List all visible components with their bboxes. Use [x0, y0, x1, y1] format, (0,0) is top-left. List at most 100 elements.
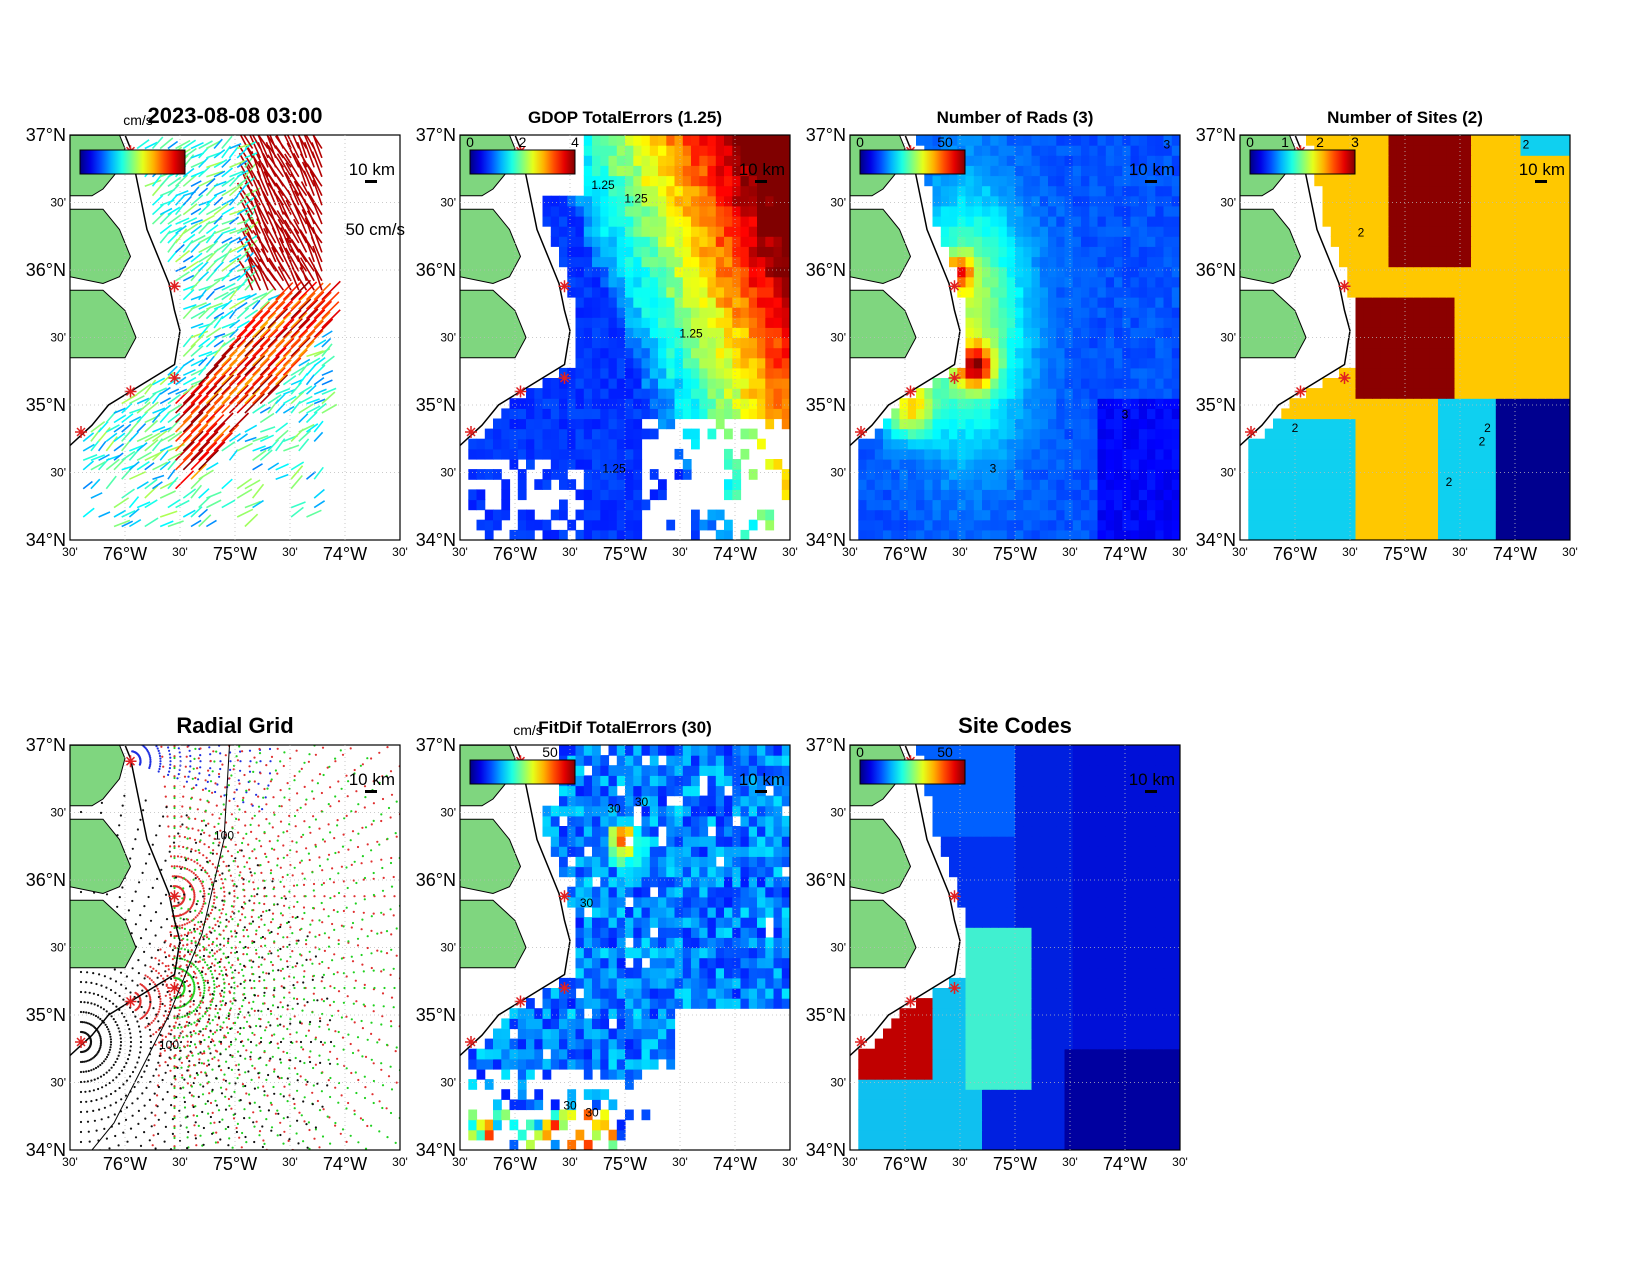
heat-cell [998, 398, 1008, 409]
heat-cell [1438, 428, 1447, 440]
heat-cell [1553, 398, 1563, 409]
current-vector [136, 433, 153, 443]
current-vector [228, 183, 244, 197]
heat-cell [1429, 175, 1439, 187]
heat-cell [616, 438, 626, 450]
grid-point [149, 756, 152, 759]
heat-cell [1155, 529, 1165, 540]
current-vector [236, 433, 248, 443]
heat-cell [1147, 216, 1156, 227]
heat-cell [1114, 428, 1123, 440]
heat-cell [1438, 266, 1447, 278]
current-vector [306, 509, 322, 518]
heat-cell [625, 337, 634, 349]
contour-label: 2 [1446, 475, 1453, 489]
heat-cell [1388, 479, 1398, 490]
heat-cell [1413, 327, 1423, 339]
heat-cell [1545, 297, 1555, 308]
current-vector [321, 403, 338, 414]
heat-cell [1355, 317, 1365, 328]
heat-cell [1289, 529, 1299, 540]
grid-point [169, 691, 171, 693]
heat-cell [484, 448, 494, 460]
heat-cell [1561, 408, 1570, 420]
heat-cell [1122, 205, 1132, 217]
current-vector [275, 402, 286, 414]
current-vector [244, 436, 257, 443]
heat-cell [608, 226, 618, 237]
grid-point [172, 718, 174, 720]
grid-point [166, 625, 168, 627]
heat-cell [1363, 337, 1373, 349]
heat-cell [468, 499, 478, 511]
heat-cell [1048, 175, 1057, 187]
heat-cell [493, 428, 502, 440]
heat-cell [1479, 398, 1489, 409]
current-vector [182, 343, 196, 357]
heat-cell [583, 276, 593, 288]
heat-cell [608, 347, 618, 359]
heat-cell [1429, 378, 1439, 389]
heat-cell [1072, 398, 1082, 409]
heat-cell [1039, 459, 1049, 470]
current-vector [221, 349, 238, 367]
current-vector [267, 462, 280, 471]
grid-point [199, 754, 202, 757]
heat-cell [641, 398, 651, 409]
heat-cell [1545, 185, 1555, 197]
heat-cell [658, 367, 667, 379]
current-vector [236, 270, 249, 282]
current-vector [198, 140, 213, 150]
heat-cell [1097, 438, 1107, 450]
heat-cell [957, 276, 967, 288]
heat-cell [1081, 337, 1090, 349]
heat-cell [1421, 459, 1431, 470]
heat-cell [957, 205, 967, 217]
heat-cell [1330, 408, 1340, 420]
heat-cell [1405, 378, 1414, 389]
heat-cell [932, 398, 942, 409]
heat-cell [715, 216, 725, 227]
heat-cell [707, 226, 717, 237]
heat-cell [559, 529, 568, 540]
heat-cell [575, 337, 585, 349]
heat-cell [1446, 236, 1456, 247]
heat-cell [1388, 145, 1398, 156]
heat-cell [1163, 347, 1173, 359]
heat-cell [1454, 205, 1464, 217]
heat-cell [858, 519, 868, 531]
heat-cell [1520, 327, 1530, 339]
heat-cell [1528, 418, 1538, 430]
current-vector [106, 454, 120, 462]
heat-cell [674, 266, 684, 278]
heat-cell [899, 469, 909, 480]
current-vector [312, 245, 323, 272]
heat-cell [600, 145, 610, 156]
heat-cell [1006, 398, 1016, 409]
current-vector [299, 229, 315, 253]
heat-cell [757, 236, 766, 247]
heat-cell [765, 418, 775, 430]
heat-cell [1561, 398, 1570, 409]
heat-cell [707, 216, 717, 227]
heat-cell [1064, 529, 1074, 540]
heat-cell [1339, 408, 1348, 420]
heat-cell [625, 246, 634, 258]
current-vector [261, 190, 277, 215]
heat-cell [1528, 519, 1538, 531]
heat-cell [1171, 297, 1180, 308]
current-vector [182, 442, 201, 461]
heat-cell [1520, 205, 1530, 217]
current-vector [136, 481, 149, 490]
current-vector [313, 488, 325, 499]
current-vector [213, 159, 228, 169]
grid-point [152, 741, 154, 743]
heat-cell [1355, 216, 1365, 227]
heat-cell [1421, 195, 1431, 207]
heat-cell [608, 297, 618, 308]
current-vector [267, 307, 289, 329]
heat-cell [1130, 216, 1140, 227]
heat-cell [973, 398, 983, 409]
heat-cell [740, 276, 750, 288]
current-vector [267, 301, 286, 320]
